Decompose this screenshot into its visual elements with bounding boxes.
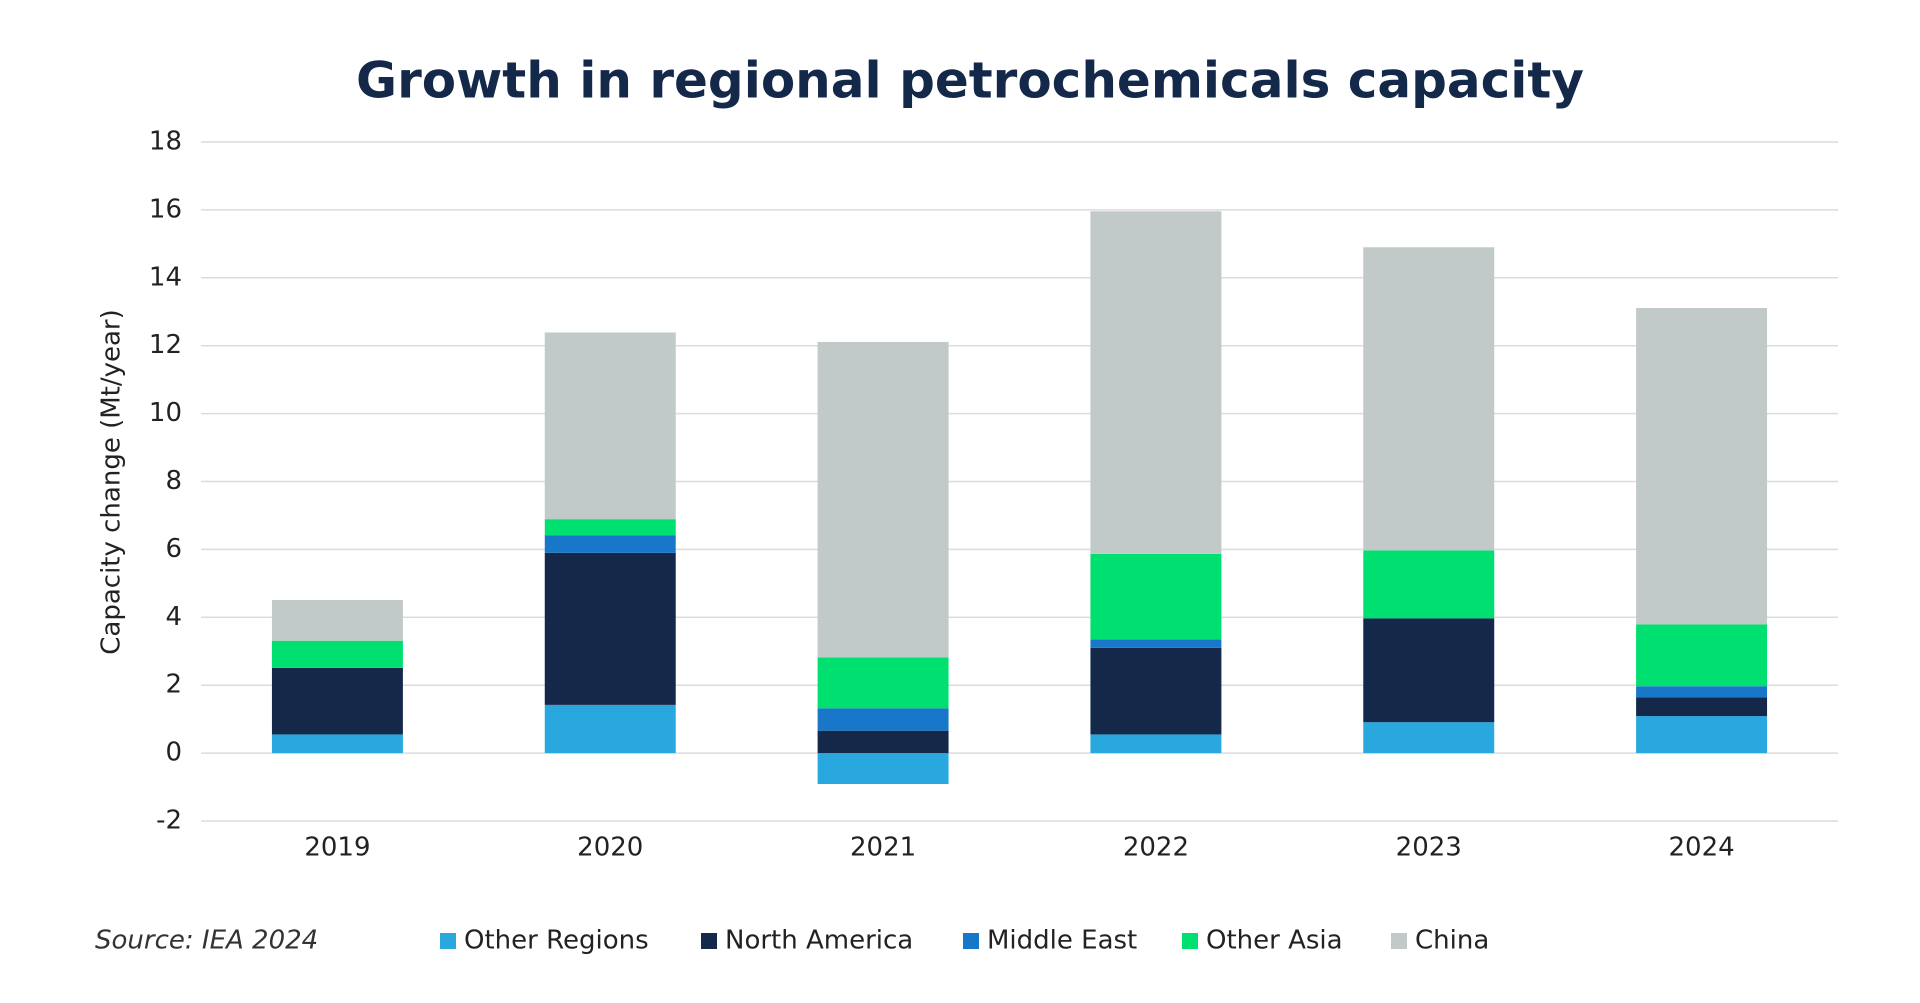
bar-segment [1090,734,1222,754]
x-tick-label: 2021 [850,833,916,863]
x-tick-label: 2024 [1668,833,1734,863]
bar-segment [1363,722,1495,754]
legend-swatch [701,933,717,949]
bar-segment [544,519,676,536]
y-tick-label: -2 [156,806,182,836]
y-tick-label: 12 [149,330,182,360]
y-tick-label: 2 [165,670,182,700]
bar-segment [1090,647,1222,735]
bar-segment [1363,247,1495,551]
y-axis-label: Capacity change (Mt/year) [97,309,127,655]
bar-segment [271,599,403,641]
bar-segment [1363,618,1495,723]
bar-segment [544,332,676,520]
legend-label: Middle East [987,926,1137,956]
y-tick-label: 18 [149,127,182,157]
bar-segment [1636,686,1768,698]
y-tick-label: 14 [149,262,182,292]
bar-segment [817,708,949,731]
y-tick-label: 8 [165,466,182,496]
legend-swatch [963,933,979,949]
x-tick-label: 2023 [1396,833,1462,863]
bar-segment [544,552,676,705]
bar-segment [544,535,676,553]
legend-swatch [440,933,456,949]
legend-label: North America [725,926,913,956]
bar-segment [817,753,949,784]
legend-label: Other Regions [464,926,649,956]
y-tick-label: 16 [149,194,182,224]
x-tick-label: 2020 [577,833,643,863]
bar-segment [271,734,403,754]
bar-segment [817,341,949,658]
y-tick-label: 10 [149,398,182,428]
legend-swatch [1182,933,1198,949]
bar-segment [817,657,949,709]
source: Source: IEA 2024 [95,926,318,956]
x-tick-label: 2019 [304,833,370,863]
legend-label: Other Asia [1206,926,1343,956]
y-tick-label: 0 [165,738,182,768]
bar-segment [1090,553,1222,640]
bar-segment [817,730,949,754]
bar-segment [1636,308,1768,625]
bar-segment [1090,211,1222,554]
y-tick-label: 4 [165,602,182,632]
bar-segment [271,640,403,668]
bar-segment [1636,624,1768,687]
legend-label: China [1415,926,1489,956]
bar-segment [1090,639,1222,648]
legend-swatch [1391,933,1407,949]
bar-segment [1363,550,1495,619]
bar-segment [544,704,676,754]
bar-segment [1636,697,1768,717]
bar-segment [271,667,403,735]
bar-segment [1636,716,1768,754]
chart-title: Growth in regional petrochemicals capaci… [356,52,1584,110]
y-tick-label: 6 [165,534,182,564]
x-tick-label: 2022 [1123,833,1189,863]
